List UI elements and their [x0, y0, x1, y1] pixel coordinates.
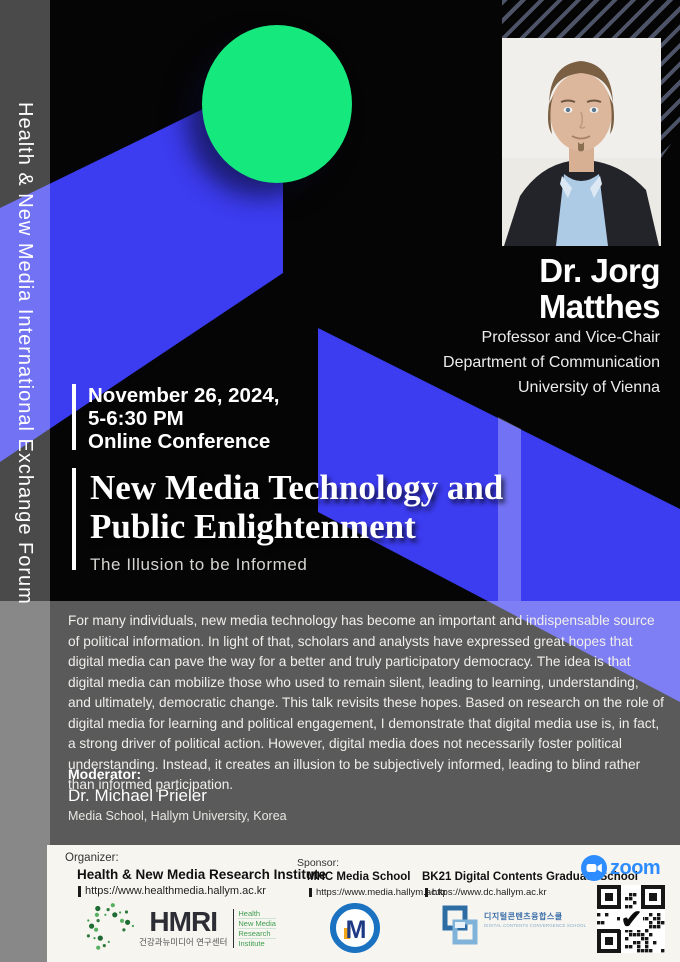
sponsor-label: Sponsor: — [297, 857, 340, 869]
hmri-word: Research — [238, 929, 276, 939]
speaker-name-line2: Matthes — [538, 288, 661, 325]
event-mode: Online Conference — [88, 430, 271, 453]
zoom-brand: zoom — [581, 855, 661, 881]
bk21-logo-icon — [442, 905, 478, 945]
qr-code-graphic: ✔ — [597, 885, 665, 953]
moderator-affiliation: Media School, Hallym University, Korea — [68, 809, 287, 823]
talk-title-line1: New Media Technology and — [90, 468, 504, 507]
organizer-url-text: https://www.healthmedia.hallym.ac.kr — [85, 885, 266, 897]
event-datetime: November 26, 2024, 5-6:30 PM Online Conf… — [72, 384, 279, 453]
sidebar — [0, 0, 50, 962]
talk-abstract: For many individuals, new media technolo… — [68, 613, 664, 792]
hmri-acronym: HMRI — [149, 905, 218, 937]
hmri-word: New Media — [238, 918, 276, 929]
sponsor-bk21-url: https://www.dc.hallym.ac.kr — [425, 887, 547, 898]
svg-text:✔: ✔ — [621, 904, 643, 934]
hmri-word: Institute — [238, 938, 265, 948]
sponsor-bk21-url-text: https://www.dc.hallym.ac.kr — [432, 887, 547, 898]
organizer-name: Health & New Media Research Institute — [77, 867, 327, 882]
speaker-university: University of Vienna — [518, 379, 660, 396]
green-circle-decoration — [202, 25, 352, 183]
date-accent-bar — [72, 384, 76, 450]
event-date: November 26, 2024, — [88, 384, 280, 407]
sponsor-mhc-name: MHC Media School — [307, 871, 411, 883]
speaker-department: Department of Communication — [443, 354, 660, 371]
url-marker — [425, 888, 428, 897]
bk21-korean-name: 디지털콘텐츠융합스쿨 — [484, 912, 563, 921]
zoom-camera-icon — [581, 855, 607, 881]
speaker-portrait-illustration — [502, 38, 661, 246]
hmri-word: Health — [238, 909, 276, 919]
zoom-wordmark: zoom — [610, 856, 661, 879]
speaker-photo — [502, 38, 661, 246]
moderator-name: Dr. Michael Prieler — [68, 786, 207, 805]
title-accent-bar — [72, 468, 76, 570]
footer-card: Organizer: Health & New Media Research I… — [47, 845, 680, 962]
speaker-role: Professor and Vice-Chair — [481, 329, 660, 346]
hmri-logo: HMRI 건강과뉴미디어 연구센터 Health New Media Resea… — [85, 901, 276, 955]
mhc-logo-icon: M — [330, 903, 380, 953]
hmri-wordmark: Health New Media Research Institute — [233, 908, 276, 948]
bk21-english-caption: DIGITAL CONTENTS CONVERGENCE SCHOOL — [484, 923, 587, 928]
talk-title-block: New Media Technology and Public Enlighte… — [72, 468, 503, 575]
organizer-label: Organizer: — [65, 852, 119, 864]
speaker-name-line1: Dr. Jorg — [539, 252, 660, 289]
moderator-label: Moderator: — [68, 766, 142, 782]
sponsor-mhc-url-text: https://www.media.hallym.ac.kr — [316, 887, 447, 898]
talk-subtitle: The Illusion to be Informed — [90, 555, 308, 574]
url-marker — [78, 885, 81, 897]
sidebar-forum-title: Health & New Media International Exchang… — [14, 102, 36, 605]
speaker-name: Dr. Jorg Matthes — [538, 252, 661, 325]
event-time: 5-6:30 PM — [88, 407, 184, 430]
hmri-dots-icon — [86, 903, 134, 950]
organizer-url: https://www.healthmedia.hallym.ac.kr — [78, 885, 266, 897]
talk-title-line2: Public Enlightenment — [90, 507, 416, 546]
url-marker — [309, 888, 312, 897]
mhc-media-school-logo: M — [329, 902, 381, 959]
hmri-korean-name: 건강과뉴미디어 연구센터 — [139, 936, 228, 947]
sponsor-mhc-url: https://www.media.hallym.ac.kr — [309, 887, 446, 898]
bk21-school-logo: 디지털콘텐츠융합스쿨 DIGITAL CONTENTS CONVERGENCE … — [442, 905, 586, 949]
svg-text:M: M — [346, 916, 367, 944]
light-accent-strip — [498, 417, 521, 601]
qr-code: ✔ — [596, 885, 666, 958]
moderator-block: Moderator: Dr. Michael Prieler Media Sch… — [68, 766, 287, 823]
speaker-credentials: Professor and Vice-Chair Department of C… — [443, 325, 660, 400]
